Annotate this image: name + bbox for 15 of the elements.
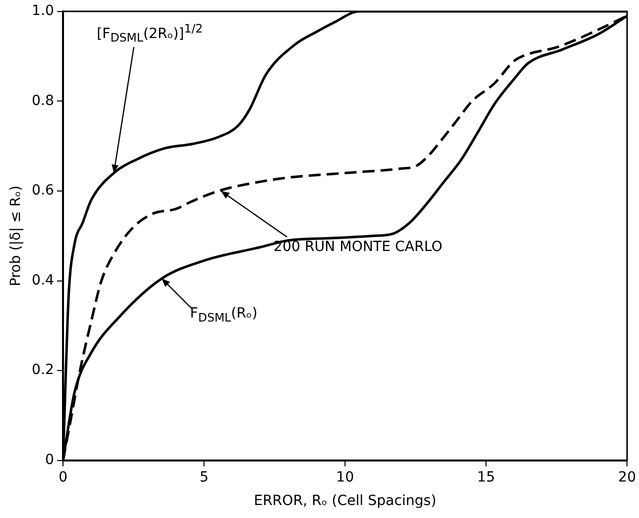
annotation: F$_{DSML}$(Rₒ) [190, 305, 258, 324]
y-tick-label: 0.6 [32, 182, 54, 199]
x-tick-label: 0 [58, 469, 68, 486]
y-tick-label: 0.2 [32, 362, 54, 378]
annotation: [F$_{DSML}$(2Rₒ)]$^{1/2}$ [96, 21, 203, 45]
x-tick-label: 15 [477, 469, 495, 486]
y-axis-title: Prob (|δ| ≤ Rₒ) [8, 186, 24, 286]
y-tick-label: 0 [45, 452, 54, 468]
y-tick-label: 0.4 [32, 272, 54, 288]
y-tick-label: 0.8 [32, 92, 54, 109]
x-tick-label: 5 [200, 469, 209, 486]
x-axis-title: ERROR, Rₒ (Cell Spacings) [254, 493, 436, 510]
x-tick-label: 10 [336, 469, 354, 486]
x-tick-label: 20 [618, 469, 636, 486]
y-tick-label: 1.0 [32, 3, 54, 20]
